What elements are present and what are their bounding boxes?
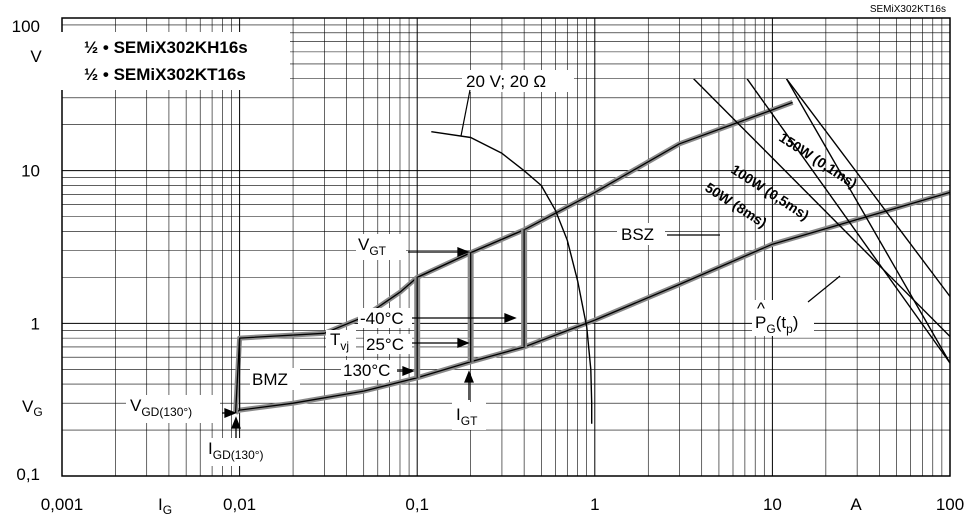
x-axis-symbol: IG: [158, 495, 172, 517]
y-unit-label: V: [30, 47, 42, 66]
vgd-label-bg: [126, 395, 220, 423]
load-line-label-bg: [462, 70, 574, 92]
power-50w-curve: [693, 78, 951, 337]
load-line-curve: [431, 131, 593, 424]
igt-label: IGT: [456, 405, 478, 428]
vgd-label: VGD(130°): [130, 396, 192, 419]
bmz-label-bg: [250, 368, 300, 390]
temp-label-25: 25°C: [366, 335, 404, 354]
pg-leader: [807, 275, 841, 303]
load-line-label: 20 V; 20 Ω: [466, 72, 546, 91]
igd-label-bg: [206, 438, 278, 466]
legend-entry-2: ½ • SEMiX302KT16s: [84, 65, 246, 84]
bmz-label: BMZ: [252, 370, 288, 389]
temp-bg-3: [341, 360, 397, 380]
power-100w-curve: [785, 78, 951, 364]
y-axis-symbol: VG: [22, 397, 43, 419]
series-layer: [233, 78, 951, 424]
igd-arrow: [231, 416, 241, 438]
y-tick-label: 100: [12, 17, 40, 36]
pg-hat: ^: [757, 299, 765, 318]
legend-box: [57, 32, 290, 90]
grid: [61, 18, 950, 477]
y-tick-label: 0,1: [16, 465, 40, 484]
temp-arrows: [397, 313, 517, 376]
temp-bg-1: [358, 308, 412, 328]
vgt-label-bg: [356, 234, 406, 260]
temp-label-minus40: -40°C: [360, 309, 404, 328]
x-tick-label: 100: [936, 495, 964, 514]
pg-label-bg: [752, 300, 814, 336]
upper-limit-curve: [233, 100, 794, 413]
igd-label: IGD(130°): [208, 439, 264, 462]
x-unit-label: A: [850, 495, 862, 514]
plot-frame: [61, 17, 951, 477]
vgt-arrow: [408, 247, 470, 257]
x-tick-label: 0,01: [223, 495, 256, 514]
tvj-label-bg: [326, 330, 356, 356]
temp-label-130: 130°C: [343, 361, 390, 380]
y-tick-label: 1: [31, 314, 40, 333]
pg-label: PG(tp): [755, 313, 798, 336]
y-tick-label: 10: [21, 162, 40, 181]
igt-arrow: [464, 370, 474, 400]
legend-entry-1: ½ • SEMiX302KH16s: [84, 38, 248, 57]
tvj-label: Tvj: [330, 330, 349, 353]
vgt-curve: [416, 229, 525, 278]
igt-label-bg: [452, 402, 486, 430]
y-tick-labels: 0,1 1 10 100: [12, 17, 40, 484]
x-tick-label: 1: [590, 495, 599, 514]
vgt-label: VGT: [358, 235, 387, 258]
lower-limit-curve-outline: [235, 191, 951, 414]
load-line-label-leader: [460, 89, 471, 137]
x-tick-label: 0,1: [405, 495, 429, 514]
trigger-area: [239, 229, 528, 411]
vgd-arrow: [222, 408, 237, 418]
power-150w-curve: [785, 78, 951, 297]
upper-limit-curve-outline: [234, 101, 793, 413]
x-tick-label: 0,001: [41, 495, 84, 514]
bsz-label: BSZ: [621, 225, 654, 244]
bsz-label-bg: [617, 223, 665, 245]
power-100w-curve: [746, 78, 951, 364]
corner-label: SEMiX302KT16s: [870, 4, 946, 15]
x-tick-label: 10: [763, 495, 782, 514]
temp-bg-2: [364, 334, 412, 354]
x-tick-labels: 0,001 0,01 0,1 1 10 100: [41, 495, 964, 514]
